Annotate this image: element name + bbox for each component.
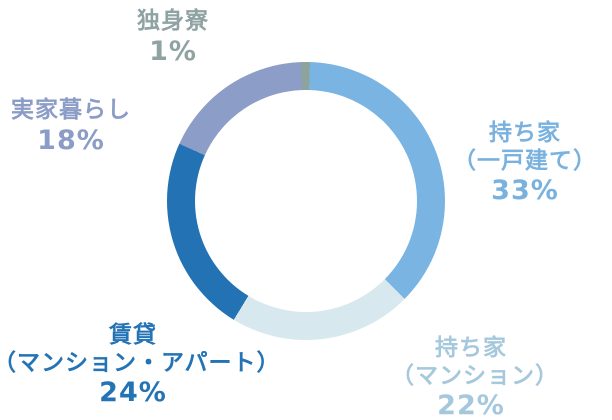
donut-hole xyxy=(195,90,417,312)
segment-label-rent-mansion-apartment: 賃貸 （マンション・アパート） 24% xyxy=(0,322,281,409)
segment-label-own-mansion: 持ち家 （マンション） 22% xyxy=(391,335,559,420)
segment-label-living-with-parents: 実家暮らし 18% xyxy=(0,97,142,156)
segment-percentage: 24% xyxy=(99,377,167,409)
segment-label-own-house-detached: 持ち家 （一戸建て） 33% xyxy=(445,120,605,206)
segment-percentage: 22% xyxy=(437,390,505,420)
segment-name: 持ち家 （マンション） xyxy=(391,335,559,389)
segment-name: 賃貸 （マンション・アパート） xyxy=(0,322,281,376)
segment-percentage: 1% xyxy=(149,35,197,67)
segment-label-company-dormitory: 独身寮 1% xyxy=(93,8,253,67)
segment-percentage: 18% xyxy=(37,124,105,156)
segment-name: 持ち家 （一戸建て） xyxy=(453,120,597,174)
segment-name: 実家暮らし xyxy=(11,97,131,123)
segment-percentage: 33% xyxy=(491,175,559,207)
donut-chart xyxy=(167,62,445,340)
segment-name: 独身寮 xyxy=(137,8,209,34)
